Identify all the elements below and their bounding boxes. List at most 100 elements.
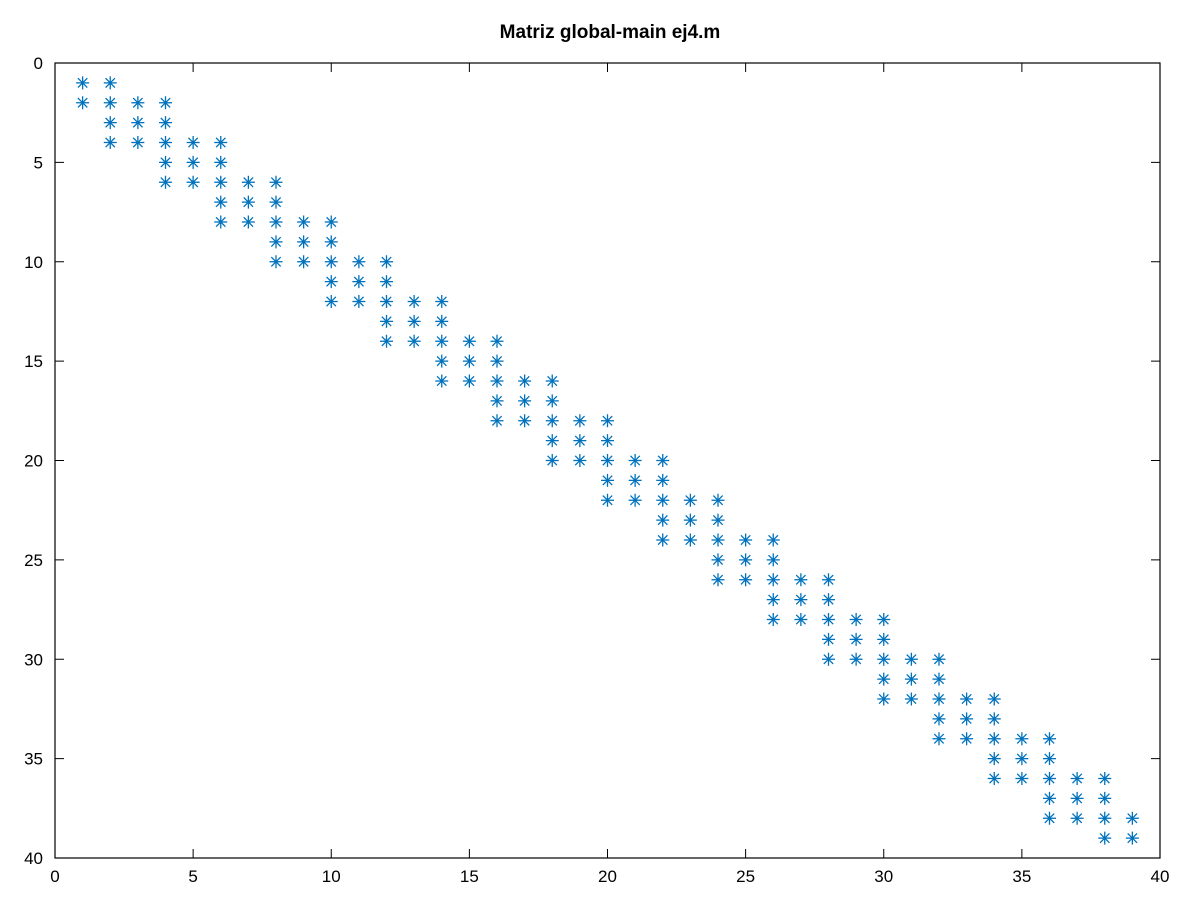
data-point bbox=[241, 195, 255, 209]
x-tick-label: 40 bbox=[1151, 867, 1170, 886]
data-point bbox=[269, 175, 283, 189]
data-point bbox=[490, 394, 504, 408]
data-point bbox=[932, 692, 946, 706]
data-point bbox=[656, 454, 670, 467]
data-point bbox=[822, 613, 835, 626]
data-point bbox=[1125, 831, 1139, 845]
data-point bbox=[960, 692, 974, 706]
data-point bbox=[131, 136, 145, 149]
data-point bbox=[766, 573, 780, 587]
plot-axes: 0 5 10 15 20 25 30 35 40 0 5 10 15 20 25 30 35 40 bbox=[24, 54, 1169, 886]
data-point bbox=[545, 414, 559, 428]
data-point bbox=[656, 533, 670, 547]
data-point bbox=[1043, 791, 1056, 805]
x-tick-label: 10 bbox=[322, 867, 341, 886]
data-point bbox=[214, 195, 228, 209]
data-point bbox=[407, 334, 421, 348]
data-point bbox=[601, 434, 614, 448]
data-point bbox=[1125, 811, 1139, 825]
data-point bbox=[1070, 772, 1084, 785]
data-point bbox=[380, 334, 393, 348]
y-tick-label: 20 bbox=[24, 452, 43, 471]
x-tick-label: 5 bbox=[188, 867, 197, 886]
data-point bbox=[683, 493, 697, 507]
data-point bbox=[380, 255, 393, 269]
data-point bbox=[766, 553, 780, 567]
data-point bbox=[545, 434, 559, 448]
data-point bbox=[656, 473, 670, 487]
data-point bbox=[987, 752, 1001, 766]
data-point bbox=[159, 175, 172, 189]
data-point bbox=[435, 334, 449, 348]
data-point bbox=[573, 414, 587, 428]
data-point bbox=[987, 772, 1001, 785]
data-point bbox=[601, 454, 614, 467]
data-point bbox=[269, 215, 283, 229]
data-point bbox=[518, 394, 532, 408]
data-point bbox=[214, 175, 228, 189]
data-point bbox=[214, 215, 228, 229]
y-tick-label: 5 bbox=[34, 153, 43, 172]
data-point bbox=[628, 473, 642, 487]
data-point bbox=[766, 593, 780, 607]
data-point bbox=[1098, 772, 1112, 785]
data-point bbox=[407, 295, 421, 308]
data-point bbox=[297, 235, 311, 249]
y-tick-label: 35 bbox=[24, 750, 43, 769]
data-point bbox=[739, 573, 753, 587]
data-point bbox=[214, 136, 228, 149]
data-point bbox=[794, 613, 808, 626]
data-point bbox=[297, 215, 311, 229]
data-point bbox=[601, 414, 614, 428]
data-point bbox=[711, 533, 725, 547]
data-point bbox=[1070, 791, 1084, 805]
data-point bbox=[1015, 772, 1029, 785]
data-point bbox=[1015, 752, 1029, 766]
data-point bbox=[849, 652, 863, 666]
data-point bbox=[711, 573, 725, 587]
data-point bbox=[269, 235, 283, 249]
data-point bbox=[462, 374, 476, 388]
data-point bbox=[352, 295, 366, 308]
data-point bbox=[76, 76, 90, 90]
data-point bbox=[462, 354, 476, 368]
data-point bbox=[352, 275, 366, 289]
data-point bbox=[822, 573, 835, 587]
data-point bbox=[601, 493, 614, 507]
y-tick-label: 25 bbox=[24, 551, 43, 570]
data-point bbox=[960, 732, 974, 746]
data-point bbox=[822, 652, 835, 666]
data-point bbox=[932, 652, 946, 666]
data-point bbox=[241, 175, 255, 189]
data-point bbox=[186, 136, 200, 149]
data-point bbox=[1070, 811, 1084, 825]
data-point bbox=[766, 613, 780, 626]
data-point bbox=[297, 255, 311, 269]
data-point bbox=[711, 493, 725, 507]
data-point bbox=[1015, 732, 1029, 746]
data-point bbox=[739, 553, 753, 567]
data-point bbox=[159, 136, 172, 149]
data-point bbox=[849, 632, 863, 646]
data-point bbox=[435, 295, 449, 308]
data-point bbox=[987, 712, 1001, 726]
data-point bbox=[324, 275, 338, 289]
data-point bbox=[545, 374, 559, 388]
data-point bbox=[186, 155, 200, 169]
data-point bbox=[545, 394, 559, 408]
data-point bbox=[904, 652, 918, 666]
data-point bbox=[380, 295, 393, 308]
data-point bbox=[877, 652, 891, 666]
data-point bbox=[960, 712, 974, 726]
data-point bbox=[131, 116, 145, 130]
data-point bbox=[131, 96, 145, 110]
data-point bbox=[103, 76, 117, 90]
data-point bbox=[601, 473, 614, 487]
data-point bbox=[324, 295, 338, 308]
data-point bbox=[573, 434, 587, 448]
data-point bbox=[518, 414, 532, 428]
data-point bbox=[103, 116, 117, 130]
x-tick-label: 0 bbox=[50, 867, 59, 886]
data-point bbox=[683, 533, 697, 547]
